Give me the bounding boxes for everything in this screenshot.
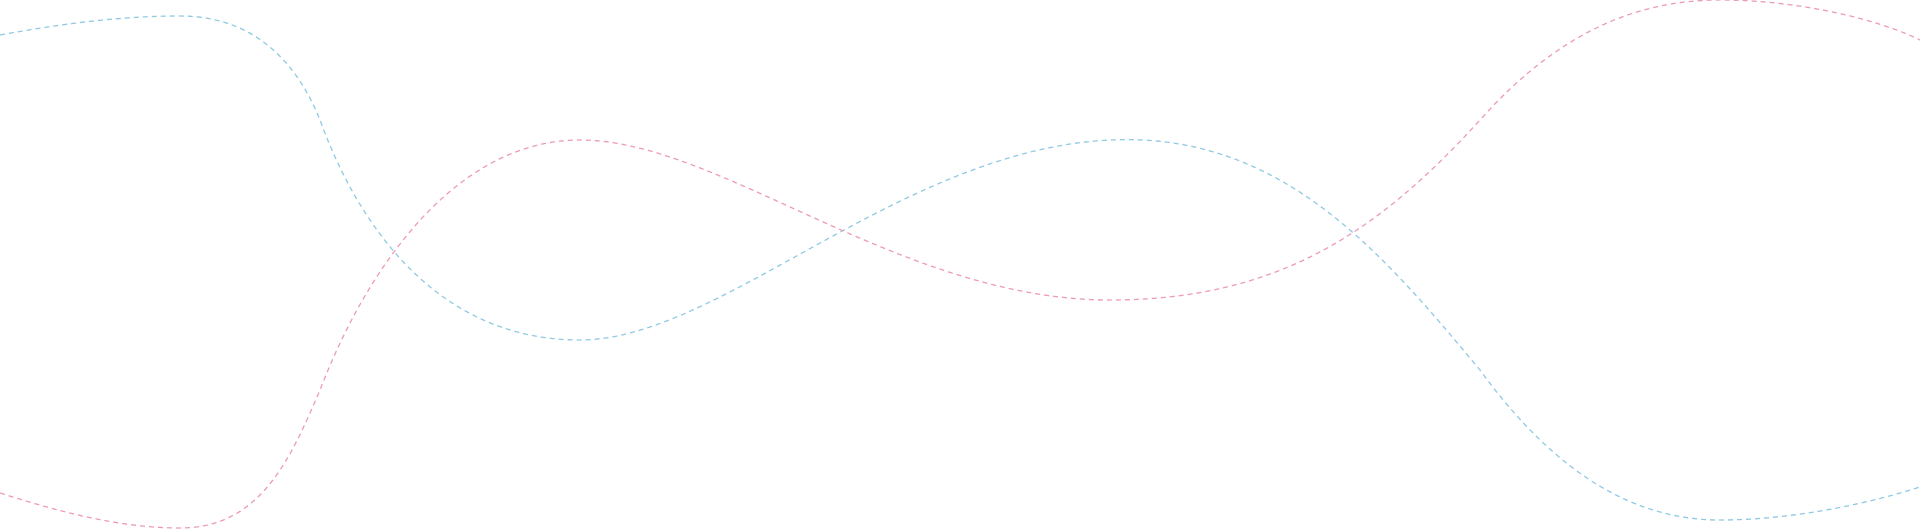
blue-dashed-wave (0, 15, 1920, 521)
